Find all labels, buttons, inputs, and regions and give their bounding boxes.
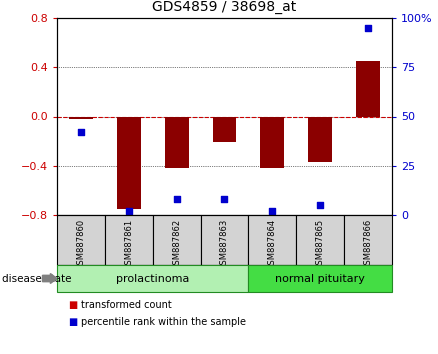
Text: normal pituitary: normal pituitary bbox=[275, 274, 365, 284]
Point bbox=[78, 130, 85, 135]
Point bbox=[125, 208, 132, 214]
Bar bbox=[165, 116, 189, 168]
Text: GSM887865: GSM887865 bbox=[316, 219, 325, 270]
Bar bbox=[296, 215, 344, 265]
Text: GSM887861: GSM887861 bbox=[124, 219, 133, 270]
Point bbox=[317, 202, 324, 208]
Text: GSM887862: GSM887862 bbox=[172, 219, 181, 270]
Bar bbox=[117, 116, 141, 209]
Text: ■: ■ bbox=[68, 317, 77, 327]
Bar bbox=[201, 215, 248, 265]
Bar bbox=[344, 215, 392, 265]
Bar bbox=[248, 215, 296, 265]
Text: ■: ■ bbox=[68, 300, 77, 310]
Bar bbox=[69, 116, 93, 119]
Text: GSM887860: GSM887860 bbox=[76, 219, 85, 270]
Text: prolactinoma: prolactinoma bbox=[116, 274, 189, 284]
Bar bbox=[212, 116, 237, 142]
Text: GSM887864: GSM887864 bbox=[268, 219, 277, 270]
Bar bbox=[260, 116, 284, 168]
Point bbox=[221, 196, 228, 202]
Point bbox=[269, 208, 276, 214]
Bar bbox=[248, 265, 392, 292]
Text: transformed count: transformed count bbox=[81, 300, 172, 310]
Title: GDS4859 / 38698_at: GDS4859 / 38698_at bbox=[152, 0, 297, 14]
Bar bbox=[356, 61, 380, 116]
Bar bbox=[57, 265, 248, 292]
Point bbox=[364, 25, 371, 31]
Text: percentile rank within the sample: percentile rank within the sample bbox=[81, 317, 246, 327]
Bar bbox=[153, 215, 201, 265]
Text: GSM887863: GSM887863 bbox=[220, 219, 229, 270]
Text: disease state: disease state bbox=[2, 274, 72, 284]
Text: GSM887866: GSM887866 bbox=[364, 219, 373, 270]
Bar bbox=[57, 215, 105, 265]
Point bbox=[173, 196, 180, 202]
Bar bbox=[105, 215, 153, 265]
Bar bbox=[308, 116, 332, 162]
